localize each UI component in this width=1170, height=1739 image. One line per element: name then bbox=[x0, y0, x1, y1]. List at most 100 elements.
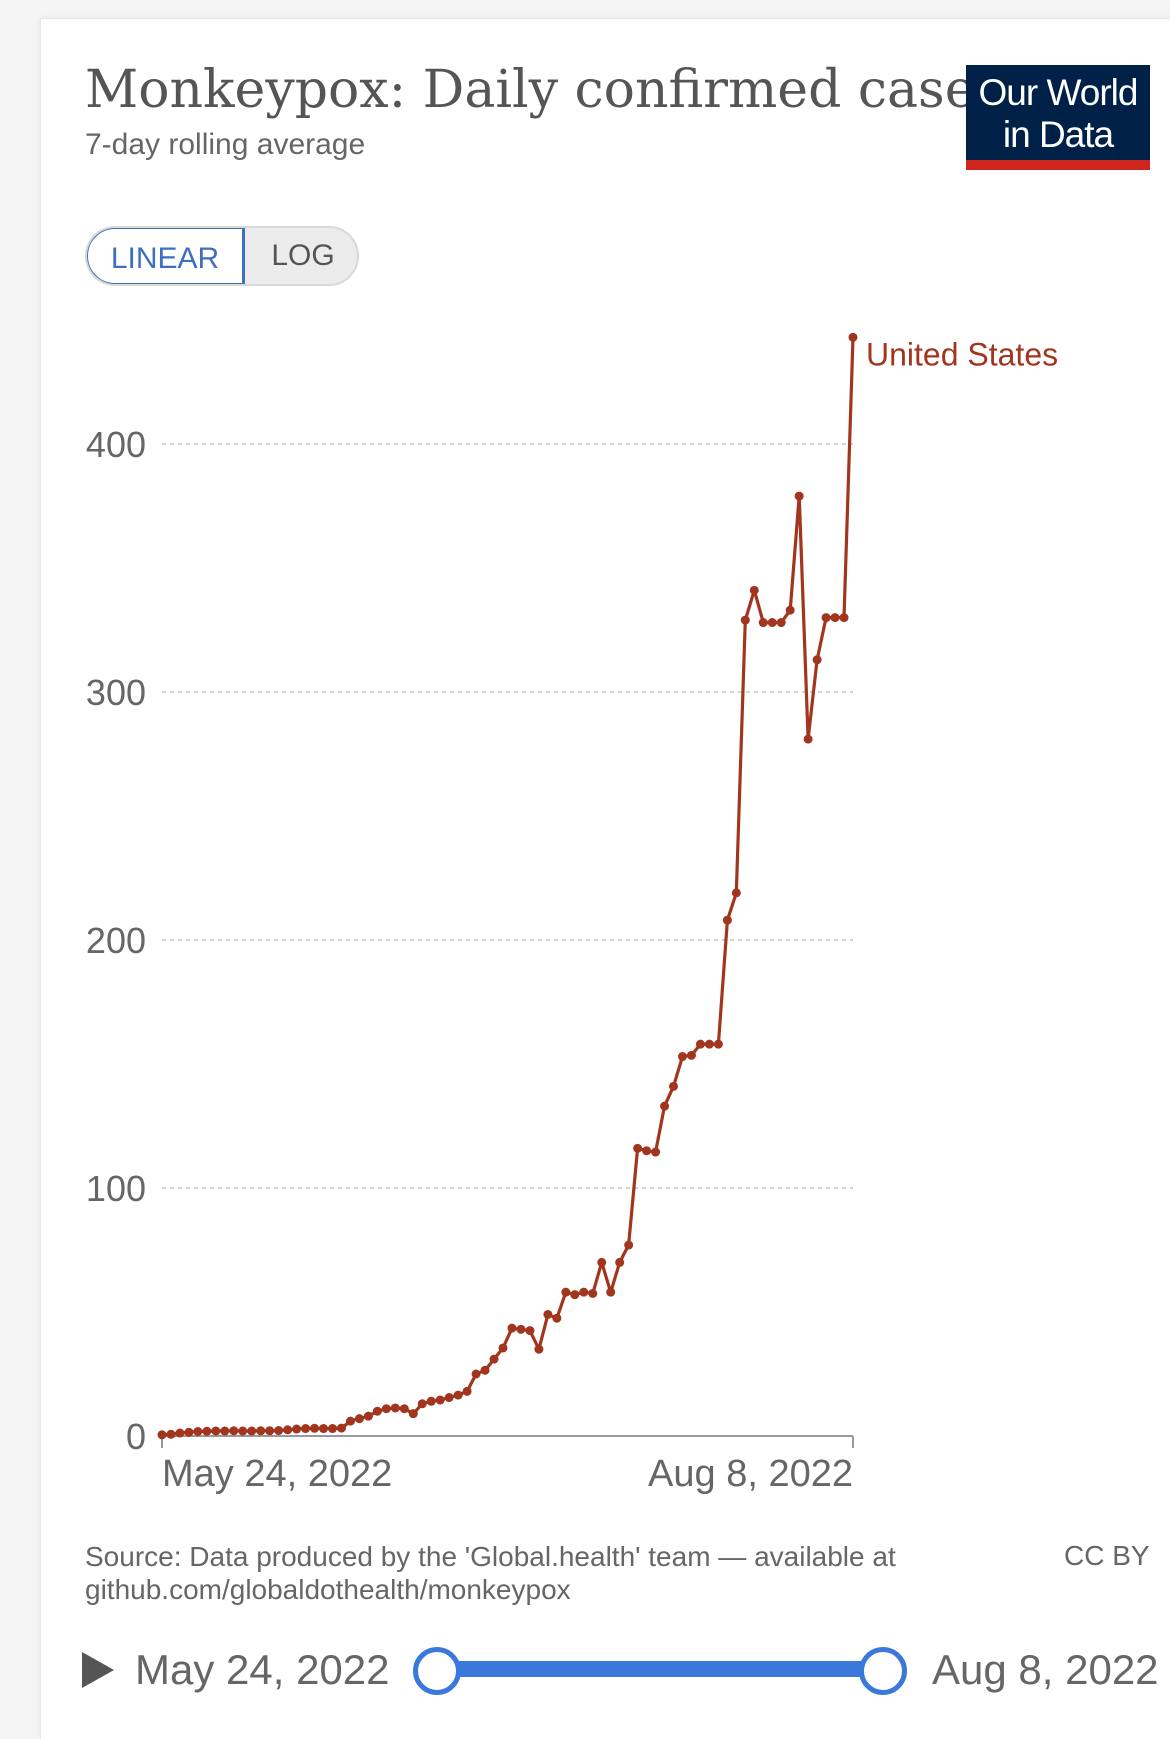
data-point[interactable] bbox=[821, 613, 831, 623]
data-point[interactable] bbox=[651, 1147, 661, 1157]
data-point[interactable] bbox=[274, 1426, 284, 1436]
data-point[interactable] bbox=[525, 1326, 535, 1336]
data-point[interactable] bbox=[686, 1050, 696, 1060]
data-point[interactable] bbox=[713, 1039, 723, 1049]
data-point[interactable] bbox=[579, 1287, 589, 1297]
data-point[interactable] bbox=[229, 1426, 239, 1436]
data-point[interactable] bbox=[785, 605, 795, 615]
data-point[interactable] bbox=[354, 1414, 364, 1424]
x-axis: May 24, 2022 Aug 8, 2022 bbox=[161, 1435, 854, 1495]
data-point[interactable] bbox=[588, 1288, 598, 1298]
data-point[interactable] bbox=[570, 1290, 580, 1300]
data-point[interactable] bbox=[390, 1403, 400, 1413]
data-point[interactable] bbox=[615, 1257, 625, 1267]
data-point[interactable] bbox=[301, 1424, 311, 1434]
logo-line-2: in Data bbox=[1002, 114, 1114, 155]
data-point[interactable] bbox=[552, 1313, 562, 1323]
data-point[interactable] bbox=[211, 1426, 221, 1436]
data-point[interactable] bbox=[597, 1257, 607, 1267]
data-point[interactable] bbox=[758, 618, 768, 628]
data-point[interactable] bbox=[794, 491, 804, 501]
data-point[interactable] bbox=[677, 1052, 687, 1062]
owid-logo[interactable]: Our World in Data bbox=[966, 65, 1150, 170]
data-point[interactable] bbox=[444, 1393, 454, 1403]
data-point[interactable] bbox=[283, 1425, 293, 1435]
linear-button[interactable]: LINEAR bbox=[87, 228, 245, 284]
data-point[interactable] bbox=[462, 1386, 472, 1396]
y-tick-label: 100 bbox=[86, 1168, 146, 1209]
data-point[interactable] bbox=[345, 1416, 355, 1426]
x-tick-label-start: May 24, 2022 bbox=[162, 1453, 392, 1495]
data-point[interactable] bbox=[202, 1426, 212, 1436]
data-point[interactable] bbox=[534, 1344, 544, 1354]
data-point[interactable] bbox=[417, 1399, 427, 1409]
chart-subtitle: 7-day rolling average bbox=[85, 128, 366, 161]
data-point[interactable] bbox=[292, 1424, 302, 1434]
data-point[interactable] bbox=[776, 618, 786, 628]
data-point[interactable] bbox=[408, 1409, 418, 1419]
data-point[interactable] bbox=[543, 1309, 553, 1319]
data-point[interactable] bbox=[328, 1424, 338, 1434]
logo-line-1: Our World bbox=[978, 72, 1139, 113]
data-point[interactable] bbox=[830, 613, 840, 623]
data-point[interactable] bbox=[157, 1430, 167, 1440]
data-point[interactable] bbox=[319, 1424, 329, 1434]
series-label-united-states[interactable]: United States bbox=[866, 336, 1058, 372]
y-tick-label: 0 bbox=[126, 1416, 146, 1457]
data-point[interactable] bbox=[166, 1429, 176, 1439]
data-point[interactable] bbox=[336, 1423, 346, 1433]
data-point[interactable] bbox=[471, 1369, 481, 1379]
data-point[interactable] bbox=[435, 1395, 445, 1405]
data-point[interactable] bbox=[839, 613, 849, 623]
data-point[interactable] bbox=[740, 615, 750, 625]
data-point[interactable] bbox=[749, 585, 759, 595]
data-point[interactable] bbox=[722, 915, 732, 925]
data-point[interactable] bbox=[363, 1411, 373, 1421]
data-point[interactable] bbox=[660, 1101, 670, 1111]
data-point[interactable] bbox=[175, 1428, 185, 1438]
data-point[interactable] bbox=[220, 1426, 230, 1436]
timeline-end-handle[interactable] bbox=[859, 1647, 907, 1695]
data-point[interactable] bbox=[372, 1406, 382, 1416]
logo-bar bbox=[966, 160, 1150, 170]
timeline-track[interactable] bbox=[435, 1661, 885, 1677]
data-point[interactable] bbox=[669, 1081, 679, 1091]
data-point[interactable] bbox=[256, 1426, 266, 1436]
data-point[interactable] bbox=[238, 1426, 248, 1436]
series-line-united-states[interactable] bbox=[161, 337, 855, 1437]
data-point[interactable] bbox=[507, 1323, 517, 1333]
y-tick-label: 300 bbox=[86, 672, 146, 713]
data-point[interactable] bbox=[561, 1287, 571, 1297]
data-point[interactable] bbox=[426, 1396, 436, 1406]
data-point[interactable] bbox=[489, 1354, 499, 1364]
license-link[interactable]: CC BY bbox=[1064, 1540, 1150, 1571]
data-point[interactable] bbox=[704, 1039, 714, 1049]
data-point[interactable] bbox=[310, 1423, 320, 1433]
data-point[interactable] bbox=[803, 734, 813, 744]
data-point[interactable] bbox=[633, 1143, 643, 1153]
chart-title: Monkeypox: Daily confirmed cases bbox=[85, 60, 1003, 120]
chart-card bbox=[40, 18, 1170, 1739]
data-point[interactable] bbox=[193, 1427, 203, 1437]
data-point[interactable] bbox=[606, 1287, 616, 1297]
data-point[interactable] bbox=[695, 1039, 705, 1049]
data-point[interactable] bbox=[624, 1240, 634, 1250]
data-point[interactable] bbox=[767, 618, 777, 628]
data-point[interactable] bbox=[381, 1404, 391, 1414]
data-point[interactable] bbox=[498, 1343, 508, 1353]
data-point[interactable] bbox=[480, 1365, 490, 1375]
data-point[interactable] bbox=[184, 1427, 194, 1437]
play-icon[interactable] bbox=[82, 1652, 114, 1688]
timeline-start-handle[interactable] bbox=[413, 1647, 461, 1695]
data-point[interactable] bbox=[453, 1390, 463, 1400]
data-point[interactable] bbox=[731, 888, 741, 898]
data-point[interactable] bbox=[399, 1404, 409, 1414]
data-point[interactable] bbox=[247, 1426, 257, 1436]
log-button[interactable]: LOG bbox=[271, 239, 335, 272]
data-point[interactable] bbox=[642, 1146, 652, 1156]
data-point[interactable] bbox=[812, 655, 822, 665]
data-point[interactable] bbox=[516, 1324, 526, 1334]
data-point[interactable] bbox=[848, 332, 858, 342]
data-point[interactable] bbox=[265, 1426, 275, 1436]
y-tick-label: 400 bbox=[86, 424, 146, 465]
